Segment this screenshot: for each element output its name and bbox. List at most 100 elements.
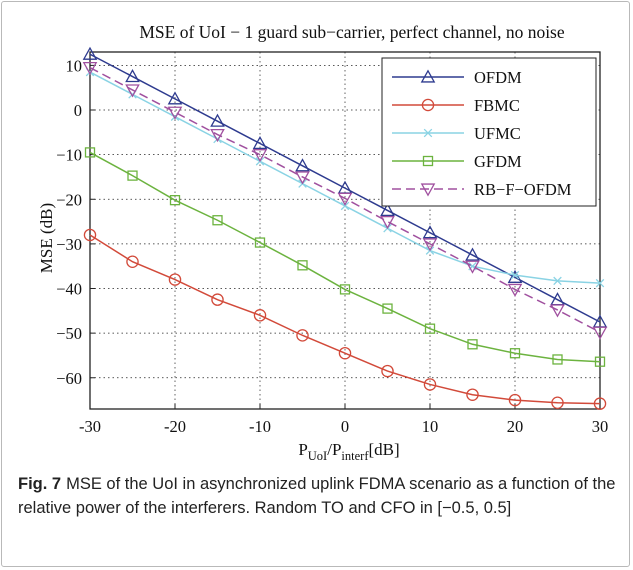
data-point-ofdm: [380, 202, 395, 217]
caption-text: MSE of the UoI in asynchronized uplink F…: [18, 475, 616, 517]
x-label-unit: [dB]: [369, 440, 400, 459]
data-point-rb-f-ofdm: [550, 304, 565, 318]
data-point-gfdm: [169, 195, 181, 206]
data-point-rb-f-ofdm: [422, 238, 438, 252]
legend-label: RB−F−OFDM: [474, 180, 572, 199]
legend-label: OFDM: [474, 68, 522, 87]
y-tick-label: −20: [56, 190, 82, 209]
data-point-gfdm: [84, 147, 96, 158]
data-point-rb-f-ofdm: [465, 260, 480, 274]
data-point-rb-f-ofdm: [82, 62, 98, 76]
data-point-ofdm: [210, 113, 225, 127]
x-axis-label: PUoI/Pinterf[dB]: [298, 440, 399, 463]
data-point-gfdm: [212, 215, 223, 226]
x-tick-label: 10: [422, 417, 439, 436]
x-tick-label: 0: [341, 417, 349, 436]
x-label-sub1: UoI: [308, 449, 327, 463]
data-point-rb-f-ofdm: [167, 106, 183, 120]
data-point-gfdm: [339, 284, 351, 295]
data-point-fbmc: [168, 273, 182, 286]
legend: OFDM FBMC UFMC GFDM RB−F−OFDM: [381, 57, 597, 207]
data-point-fbmc: [338, 346, 352, 360]
data-point-ufmc: [553, 276, 562, 286]
data-point-ofdm: [465, 247, 480, 261]
data-point-ofdm: [167, 91, 183, 105]
legend-item-gfdm: GFDM: [392, 152, 522, 171]
figure-caption: Fig. 7 MSE of the UoI in asynchronized up…: [18, 472, 618, 520]
data-point-fbmc: [508, 393, 522, 407]
x-tick-label: -20: [164, 417, 186, 436]
x-label-p1: P: [298, 440, 307, 459]
caption-label: Fig. 7: [18, 475, 62, 493]
data-point-ufmc: [595, 278, 605, 288]
series-line-ofdm: [89, 53, 601, 323]
series: [82, 46, 608, 410]
data-point-rb-f-ofdm: [210, 128, 225, 143]
data-point-gfdm: [127, 170, 138, 181]
x-tick-label: 20: [507, 417, 524, 436]
data-point-ofdm: [422, 225, 438, 239]
data-point-gfdm: [594, 356, 606, 367]
data-point-gfdm: [382, 303, 393, 314]
legend-marker: [422, 155, 434, 167]
data-point-gfdm: [254, 237, 266, 248]
series-fbmc: [83, 228, 607, 410]
legend-label: UFMC: [474, 124, 521, 143]
data-point-fbmc: [381, 364, 394, 378]
legend-item-ofdm: OFDM: [392, 68, 522, 87]
x-tick-label: -30: [79, 417, 101, 436]
data-point-fbmc: [593, 397, 607, 410]
x-tick-label: 30: [592, 417, 609, 436]
legend-marker: [420, 183, 436, 197]
x-label-sub2: interf: [341, 449, 369, 463]
series-gfdm: [84, 147, 606, 367]
data-point-ofdm: [125, 69, 140, 83]
series-line-gfdm: [89, 151, 601, 363]
data-point-fbmc: [466, 388, 479, 401]
data-point-gfdm: [552, 354, 563, 365]
legend-item-fbmc: FBMC: [392, 96, 520, 115]
legend-marker: [421, 98, 435, 112]
legend-item-ufmc: UFMC: [392, 124, 521, 143]
legend-box: [381, 57, 597, 207]
y-tick-label: −60: [56, 369, 82, 388]
data-point-ofdm: [82, 46, 98, 60]
data-point-fbmc: [126, 255, 139, 268]
data-point-fbmc: [253, 309, 267, 322]
legend-marker: [420, 69, 436, 83]
y-tick-label: −10: [56, 146, 82, 165]
y-tick-label: −50: [56, 324, 82, 343]
data-point-fbmc: [211, 293, 224, 306]
data-point-ofdm: [507, 269, 523, 283]
y-axis-label: MSE (dB): [37, 203, 56, 273]
data-point-gfdm: [467, 339, 478, 350]
series-line-rb-f-ofdm: [89, 66, 601, 333]
data-point-ufmc: [510, 270, 520, 280]
data-point-ofdm: [295, 158, 310, 172]
y-tick-label: −30: [56, 235, 82, 254]
data-point-gfdm: [509, 348, 521, 359]
series-ofdm: [82, 46, 608, 328]
chart-title: MSE of UoI − 1 guard sub−carrier, perfec…: [139, 22, 565, 42]
data-point-gfdm: [297, 260, 308, 271]
x-label-sep: /P: [327, 440, 341, 459]
data-point-rb-f-ofdm: [125, 84, 140, 98]
data-point-rb-f-ofdm: [592, 326, 608, 340]
series-rb-f-ofdm: [82, 62, 608, 340]
data-point-gfdm: [424, 323, 436, 334]
axis-ticks: -30 -20 -10 0 10 20 30 10 0 −10 −20 −30 −40 −50 −60: [56, 56, 608, 436]
legend-marker: [423, 128, 433, 138]
data-point-ofdm: [252, 135, 268, 150]
mse-chart: MSE of UoI − 1 guard sub−carrier, perfec…: [37, 22, 608, 463]
y-tick-label: 10: [66, 56, 83, 75]
data-point-rb-f-ofdm: [380, 215, 395, 230]
data-point-rb-f-ofdm: [507, 283, 523, 297]
legend-item-rb-f-ofdm: RB−F−OFDM: [392, 180, 572, 199]
data-point-fbmc: [296, 329, 309, 342]
y-tick-label: −40: [56, 280, 82, 299]
data-point-ufmc: [340, 201, 350, 211]
series-line-fbmc: [89, 234, 601, 405]
data-point-rb-f-ofdm: [252, 149, 268, 163]
data-point-rb-f-ofdm: [295, 171, 310, 185]
